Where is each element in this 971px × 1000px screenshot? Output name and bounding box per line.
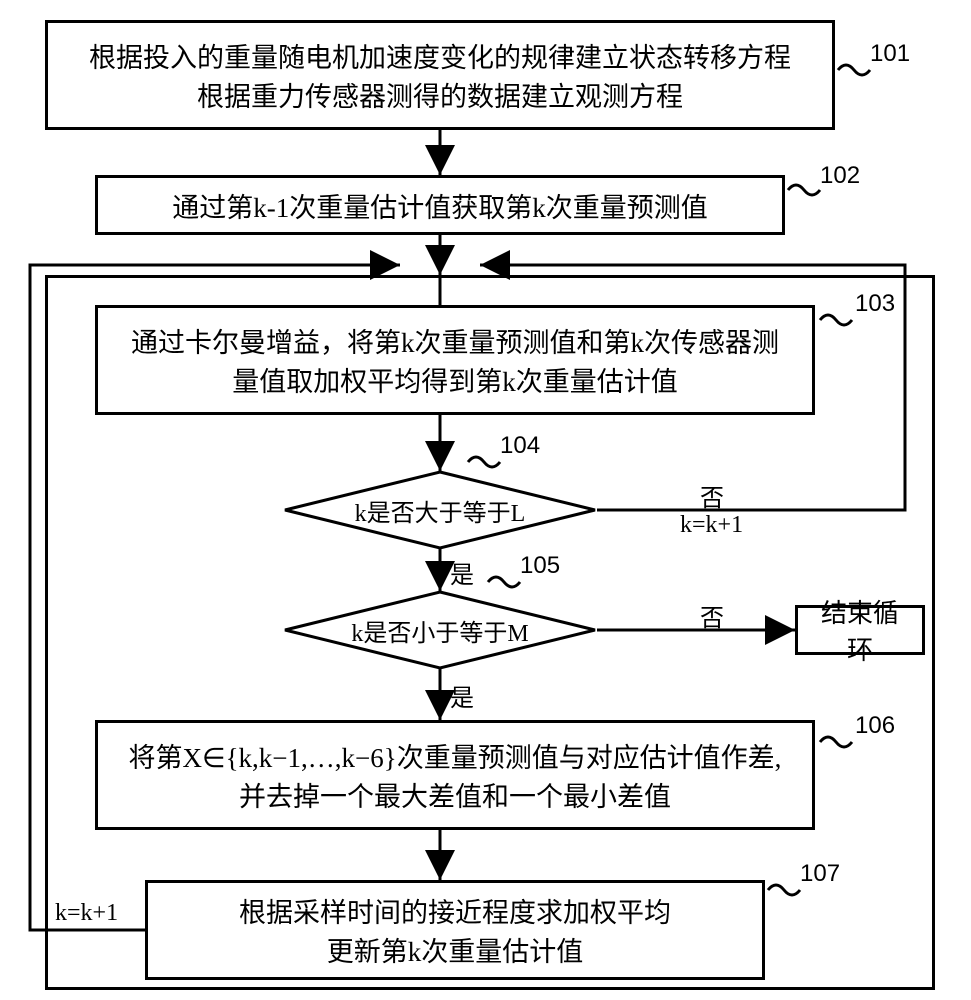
decision-104: k是否大于等于L [283,470,597,550]
end-loop: 结束循环 [795,605,925,655]
end-loop-text: 结束循环 [810,593,910,667]
process-103-line2: 量值取加权平均得到第k次重量估计值 [131,360,779,399]
process-106: 将第X∈{k,k−1,…,k−6}次重量预测值与对应估计值作差, 并去掉一个最大… [95,720,815,830]
process-101: 根据投入的重量随电机加速度变化的规律建立状态转移方程 根据重力传感器测得的数据建… [45,20,835,130]
ref-106: 106 [855,712,895,740]
ref-105: 105 [520,552,560,580]
ref-107: 107 [800,860,840,888]
label-inc-104: k=k+1 [680,512,743,539]
label-inc-107: k=k+1 [55,900,118,927]
decision-105: k是否小于等于M [283,590,597,670]
process-101-line1: 根据投入的重量随电机加速度变化的规律建立状态转移方程 [89,36,791,75]
label-no-104: 否 [700,478,724,513]
process-106-line2: 并去掉一个最大差值和一个最小差值 [129,775,782,814]
process-107-line1: 根据采样时间的接近程度求加权平均 [239,891,671,930]
label-yes-105: 是 [450,678,474,713]
label-no-105: 否 [700,598,724,633]
label-yes-104: 是 [450,555,474,590]
ref-101: 101 [870,40,910,68]
process-107: 根据采样时间的接近程度求加权平均 更新第k次重量估计值 [145,880,765,980]
process-102: 通过第k-1次重量估计值获取第k次重量预测值 [95,175,785,235]
process-103: 通过卡尔曼增益，将第k次重量预测值和第k次传感器测 量值取加权平均得到第k次重量… [95,305,815,415]
ref-104: 104 [500,432,540,460]
ref-103: 103 [855,290,895,318]
ref-102: 102 [820,162,860,190]
process-103-line1: 通过卡尔曼增益，将第k次重量预测值和第k次传感器测 [131,321,779,360]
decision-105-text: k是否小于等于M [351,613,528,648]
process-102-text: 通过第k-1次重量估计值获取第k次重量预测值 [172,186,708,225]
process-101-line2: 根据重力传感器测得的数据建立观测方程 [89,75,791,114]
process-106-line1: 将第X∈{k,k−1,…,k−6}次重量预测值与对应估计值作差, [129,736,782,775]
decision-104-text: k是否大于等于L [355,493,526,528]
process-107-line2: 更新第k次重量估计值 [239,930,671,969]
